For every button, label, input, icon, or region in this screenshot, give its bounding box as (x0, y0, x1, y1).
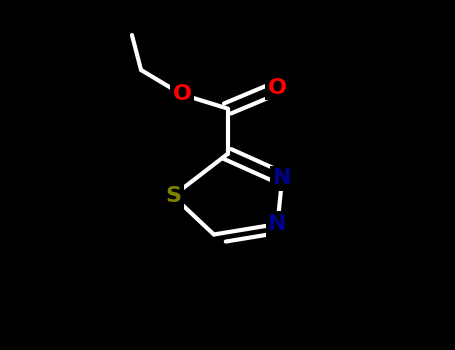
Text: O: O (172, 84, 192, 105)
Text: S: S (165, 186, 181, 206)
Text: N: N (273, 168, 291, 189)
Text: N: N (268, 214, 287, 234)
Text: O: O (268, 77, 287, 98)
